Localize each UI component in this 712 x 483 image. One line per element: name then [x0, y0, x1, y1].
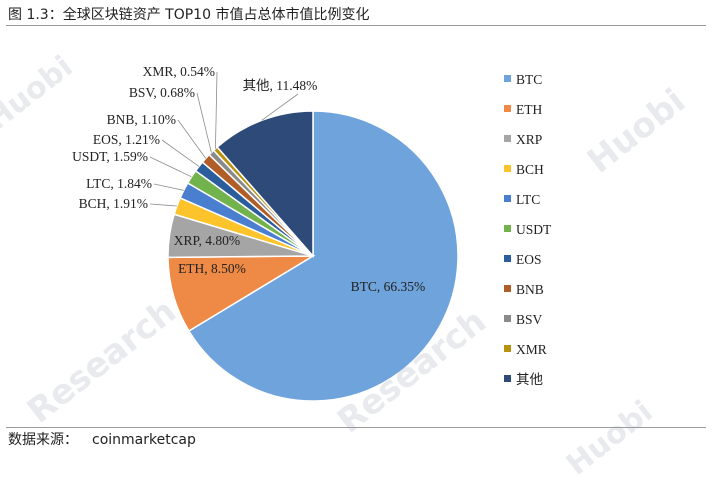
- legend-swatch-xrp: [504, 135, 511, 142]
- legend: BTC ETH XRP BCH LTC USDT EOS BNB BSV XMR 其他: [504, 72, 552, 387]
- source-divider: [6, 427, 706, 428]
- legend-label-bnb: BNB: [516, 282, 544, 297]
- data-label-xmr: XMR, 0.54%: [143, 64, 215, 79]
- pie-slices: [167, 110, 459, 402]
- data-label-other: 其他, 11.48%: [243, 78, 318, 93]
- legend-swatch-btc: [504, 75, 511, 82]
- title-divider: [6, 25, 706, 26]
- pie-chart: BTC, 66.35% ETH, 8.50% XRP, 4.80% BCH, 1.91…: [72, 64, 552, 402]
- leader-line-eos: [161, 139, 200, 167]
- data-label-bch: BCH, 1.91%: [79, 196, 148, 211]
- pie-slice-btc: [187, 110, 459, 402]
- leader-line-other: [261, 93, 299, 121]
- legend-label-usdt: USDT: [516, 222, 552, 237]
- data-label-xrp: XRP, 4.80%: [174, 233, 240, 248]
- leader-line-bch: [149, 203, 177, 207]
- legend-swatch-eth: [504, 105, 511, 112]
- leader-line-usdt: [149, 156, 192, 178]
- data-label-ltc: LTC, 1.84%: [86, 176, 152, 191]
- leader-line-ltc: [153, 183, 184, 191]
- legend-label-btc: BTC: [516, 72, 542, 87]
- source-value: coinmarketcap: [92, 432, 196, 448]
- legend-swatch-usdt: [504, 225, 511, 232]
- data-label-eth: ETH, 8.50%: [178, 261, 246, 276]
- legend-label-ltc: LTC: [516, 192, 540, 207]
- legend-label-xmr: XMR: [516, 342, 547, 357]
- legend-label-xrp: XRP: [516, 132, 542, 147]
- legend-label-eth: ETH: [516, 102, 542, 117]
- legend-swatch-other: [504, 375, 511, 382]
- legend-label-other: 其他: [516, 372, 543, 387]
- data-label-bsv: BSV, 0.68%: [129, 85, 195, 100]
- legend-swatch-eos: [504, 255, 511, 262]
- data-label-usdt: USDT, 1.59%: [72, 149, 148, 164]
- legend-swatch-ltc: [504, 195, 511, 202]
- legend-label-bsv: BSV: [516, 312, 543, 327]
- source-label: 数据来源：: [8, 432, 78, 448]
- legend-label-eos: EOS: [516, 252, 542, 267]
- data-label-eos: EOS, 1.21%: [93, 132, 160, 147]
- leader-lines: [149, 71, 299, 207]
- leader-line-xmr: [215, 71, 218, 149]
- legend-swatch-bsv: [504, 315, 511, 322]
- leader-line-bnb: [177, 119, 207, 159]
- source-line: 数据来源： coinmarketcap: [8, 429, 196, 449]
- legend-swatch-bch: [504, 165, 511, 172]
- legend-swatch-bnb: [504, 285, 511, 292]
- legend-swatch-xmr: [504, 345, 511, 352]
- data-label-bnb: BNB, 1.10%: [107, 112, 176, 127]
- leader-line-bsv: [196, 92, 212, 153]
- data-labels: BTC, 66.35% ETH, 8.50% XRP, 4.80% BCH, 1.91…: [72, 64, 425, 294]
- pie-slice-other: [216, 110, 314, 258]
- data-label-btc: BTC, 66.35%: [351, 279, 426, 294]
- figure-title: 图 1.3：全球区块链资产 TOP10 市值占总体市值比例变化: [8, 7, 370, 23]
- legend-label-bch: BCH: [516, 162, 544, 177]
